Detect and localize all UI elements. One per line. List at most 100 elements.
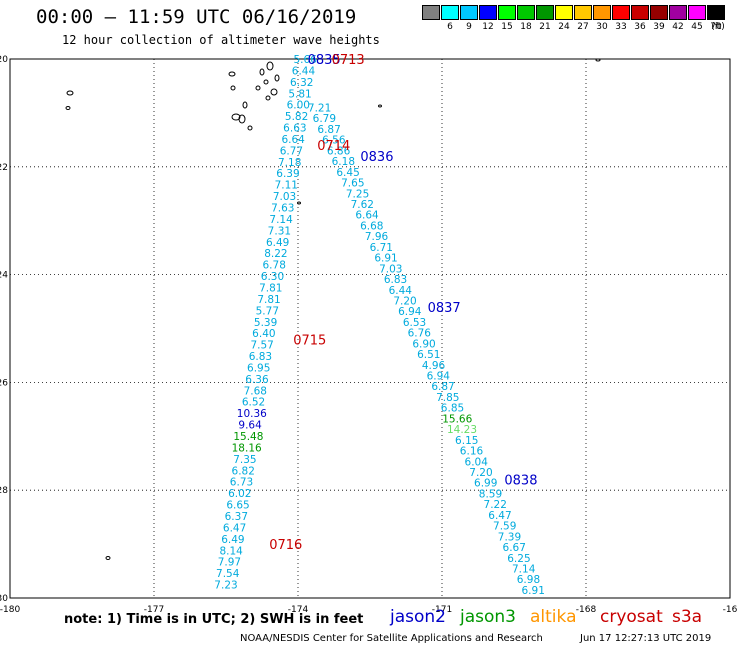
island-outline	[378, 104, 382, 108]
color-scale-swatch	[707, 5, 725, 20]
wave-height-value: 15.48	[233, 431, 263, 443]
color-scale-swatch	[460, 5, 478, 20]
wave-height-value: 6.77	[280, 145, 303, 157]
wave-height-value: 7.14	[512, 563, 536, 575]
pass-time-label: 0837	[428, 301, 461, 316]
wave-height-value: 6.63	[283, 123, 306, 135]
wave-height-value: 7.21	[308, 103, 331, 115]
wave-height-value: 6.32	[290, 77, 313, 89]
color-scale-swatch	[517, 5, 535, 20]
wave-height-value: 7.23	[214, 580, 237, 592]
wave-height-value: 6.30	[261, 271, 284, 283]
wave-height-value: 6.49	[266, 237, 289, 249]
island-outline	[247, 125, 253, 131]
color-scale-label: 30	[596, 22, 608, 32]
wave-height-value: 15.66	[442, 413, 472, 425]
wave-height-value: 6.95	[247, 362, 270, 374]
wave-height-value: 6.91	[374, 253, 397, 265]
color-scale-label: 42	[672, 22, 684, 32]
wave-height-value: 6.64	[355, 210, 379, 222]
lon-tick-label: -16	[723, 605, 738, 615]
wave-height-value: 6.51	[417, 349, 440, 361]
wave-height-value: 6.65	[226, 500, 249, 512]
color-scale-swatch	[688, 5, 706, 20]
wave-height-value: 6.90	[412, 338, 435, 350]
color-scale-swatch	[612, 5, 630, 20]
wave-height-value: 7.18	[278, 157, 301, 169]
island-outline	[242, 101, 248, 109]
color-scale-label: 36	[634, 22, 646, 32]
wave-height-value: 8.22	[264, 248, 287, 260]
wave-height-value: 7.62	[351, 199, 374, 211]
wave-height-value: 6.98	[517, 574, 540, 586]
color-scale-swatch	[498, 5, 516, 20]
lat-tick-label: -28	[0, 486, 8, 496]
color-scale-label: 24	[558, 22, 570, 32]
lon-tick-label: -174	[288, 605, 309, 615]
wave-height-value: 7.54	[216, 568, 240, 580]
wave-height-value: 6.53	[403, 317, 426, 329]
wave-height-value: 7.03	[379, 263, 402, 275]
color-scale-swatch	[441, 5, 459, 20]
color-scale-swatch	[669, 5, 687, 20]
wave-height-value: 7.97	[218, 557, 241, 569]
color-scale-label: 21	[539, 22, 551, 32]
wave-height-value: 6.44	[389, 285, 413, 297]
color-scale-swatch	[631, 5, 649, 20]
wave-height-value: 5.82	[285, 111, 308, 123]
credit-text: NOAA/NESDIS Center for Satellite Applica…	[240, 633, 543, 644]
footer-note: note: 1) Time is in UTC; 2) SWH is in fe…	[64, 612, 364, 627]
color-scale-swatch	[574, 5, 592, 20]
wave-height-value: 5.66	[294, 54, 318, 66]
wave-height-value: 4.96	[422, 360, 446, 372]
satellite-name: jason3	[460, 607, 516, 627]
wave-height-value: 6.83	[249, 351, 272, 363]
pass-time-label: 0716	[269, 538, 302, 553]
island-outline	[259, 68, 265, 76]
lon-tick-label: -177	[144, 605, 164, 615]
island-outline	[66, 90, 74, 96]
island-outline	[231, 113, 241, 121]
wave-height-value: 6.52	[242, 397, 265, 409]
wave-height-value: 8.59	[479, 488, 502, 500]
wave-height-value: 6.56	[322, 135, 346, 147]
island-outline	[238, 114, 246, 124]
wave-height-value: 6.78	[263, 260, 286, 272]
wave-height-value: 9.64	[238, 420, 262, 432]
island-outline	[230, 85, 236, 91]
wave-height-value: 5.77	[256, 305, 279, 317]
satellite-name: jason2	[390, 607, 446, 627]
wave-height-value: 6.99	[474, 478, 497, 490]
color-scale-unit: (ft)	[711, 22, 725, 32]
wave-height-value: 6.91	[522, 585, 545, 597]
wave-height-value: 6.45	[336, 167, 359, 179]
wave-height-value: 7.68	[244, 385, 267, 397]
island-outline	[270, 88, 278, 96]
color-scale-swatch	[422, 5, 440, 20]
wave-height-value: 10.36	[237, 408, 267, 420]
color-scale-swatch	[650, 5, 668, 20]
wave-height-value: 6.87	[431, 381, 454, 393]
wave-height-color-scale: 6 9 12 15 18 21 24 27 30 33 36 39 42 45 70 (ft)	[422, 5, 730, 37]
wave-height-value: 7.63	[271, 203, 294, 215]
color-scale-label: 6	[447, 22, 453, 32]
pass-time-label: 0838	[504, 473, 537, 488]
wave-height-value: 6.25	[507, 553, 530, 565]
wave-height-value: 7.14	[269, 214, 293, 226]
wave-height-value: 6.71	[370, 242, 393, 254]
color-scale-label: 15	[501, 22, 513, 32]
island-outline	[274, 74, 280, 82]
island-outline	[595, 58, 601, 62]
island-outline	[255, 85, 261, 91]
color-scale-label: 12	[482, 22, 494, 32]
island-outline	[263, 79, 269, 85]
lon-tick-label: -168	[576, 605, 597, 615]
map-title: 00:00 – 11:59 UTC 06/16/2019	[36, 6, 357, 28]
color-scale-swatch	[593, 5, 611, 20]
wave-height-value: 6.64	[281, 134, 305, 146]
color-scale-label: 9	[466, 22, 472, 32]
wave-height-value: 6.47	[488, 510, 511, 522]
wave-height-value: 6.44	[292, 65, 316, 77]
wave-height-value: 7.96	[365, 231, 389, 243]
lat-tick-label: -24	[0, 271, 8, 281]
